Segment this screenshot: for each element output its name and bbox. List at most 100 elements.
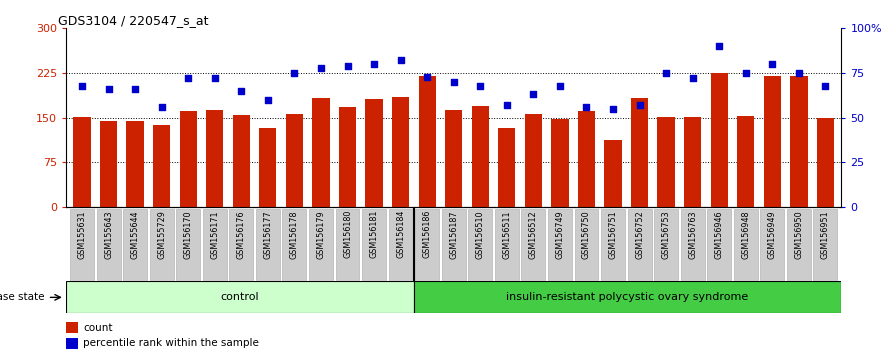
FancyBboxPatch shape (787, 209, 811, 281)
Point (340, 63, 354, 69)
FancyBboxPatch shape (548, 209, 572, 281)
Text: GDS3104 / 220547_s_at: GDS3104 / 220547_s_at (58, 14, 209, 27)
Text: GSM156187: GSM156187 (449, 210, 458, 258)
Bar (285, 114, 303, 207)
Text: GSM156749: GSM156749 (555, 210, 565, 259)
FancyBboxPatch shape (389, 209, 412, 281)
Point (606, 106, 620, 112)
Bar (790, 76, 808, 207)
Point (181, 75, 196, 81)
Text: GSM156950: GSM156950 (795, 210, 803, 259)
Bar (180, 110, 196, 207)
FancyBboxPatch shape (655, 209, 678, 281)
FancyBboxPatch shape (362, 209, 386, 281)
Text: GSM156751: GSM156751 (609, 210, 618, 259)
Text: insulin-resistant polycystic ovary syndrome: insulin-resistant polycystic ovary syndr… (507, 292, 749, 302)
Bar (657, 116, 675, 207)
Text: GSM156511: GSM156511 (502, 210, 511, 258)
Bar (66, 338, 78, 349)
Point (128, 86, 142, 92)
Point (526, 92, 540, 97)
Text: GSM155631: GSM155631 (78, 210, 86, 258)
Bar (366, 99, 382, 207)
FancyBboxPatch shape (601, 209, 625, 281)
Bar (66, 322, 78, 333)
Bar (66, 281, 414, 313)
Bar (471, 106, 489, 207)
Bar (414, 281, 841, 313)
Bar (73, 116, 91, 207)
Bar (418, 76, 436, 207)
FancyBboxPatch shape (255, 209, 280, 281)
FancyBboxPatch shape (681, 209, 705, 281)
Point (287, 70, 301, 76)
Point (685, 75, 700, 81)
Point (739, 70, 753, 76)
Text: GSM156763: GSM156763 (688, 210, 697, 258)
Text: count: count (83, 322, 113, 332)
Point (792, 70, 806, 76)
Point (101, 86, 115, 92)
FancyBboxPatch shape (203, 209, 226, 281)
Point (208, 75, 222, 81)
FancyBboxPatch shape (469, 209, 492, 281)
FancyBboxPatch shape (574, 209, 598, 281)
Point (818, 83, 833, 88)
Point (580, 104, 594, 110)
FancyBboxPatch shape (522, 209, 545, 281)
FancyBboxPatch shape (229, 209, 253, 281)
Text: GSM156512: GSM156512 (529, 210, 538, 259)
Bar (552, 119, 568, 207)
Text: GSM156170: GSM156170 (184, 210, 193, 258)
Point (75, 83, 89, 88)
Bar (233, 115, 250, 207)
Bar (445, 110, 463, 207)
Text: GSM156177: GSM156177 (263, 210, 272, 259)
FancyBboxPatch shape (123, 209, 147, 281)
Text: GSM156949: GSM156949 (768, 210, 777, 259)
Text: percentile rank within the sample: percentile rank within the sample (83, 338, 259, 348)
Point (473, 83, 487, 88)
Point (766, 61, 780, 67)
Point (712, 43, 726, 49)
Text: GSM155729: GSM155729 (157, 210, 167, 259)
FancyBboxPatch shape (734, 209, 758, 281)
FancyBboxPatch shape (283, 209, 307, 281)
Text: GSM155643: GSM155643 (104, 210, 113, 258)
Text: GSM156951: GSM156951 (821, 210, 830, 259)
FancyBboxPatch shape (441, 209, 466, 281)
Point (154, 104, 168, 110)
FancyBboxPatch shape (97, 209, 121, 281)
Text: GSM156510: GSM156510 (476, 210, 485, 258)
Bar (339, 107, 356, 207)
FancyBboxPatch shape (415, 209, 439, 281)
FancyBboxPatch shape (627, 209, 652, 281)
Text: GSM156948: GSM156948 (741, 210, 751, 258)
Point (633, 102, 647, 108)
FancyBboxPatch shape (309, 209, 333, 281)
Bar (153, 125, 170, 207)
Text: GSM156186: GSM156186 (423, 210, 432, 258)
Bar (525, 114, 542, 207)
Text: GSM156178: GSM156178 (290, 210, 299, 258)
FancyBboxPatch shape (176, 209, 200, 281)
FancyBboxPatch shape (495, 209, 519, 281)
Text: GSM156181: GSM156181 (369, 210, 379, 258)
Bar (259, 128, 277, 207)
Bar (100, 121, 117, 207)
Point (447, 79, 461, 85)
FancyBboxPatch shape (813, 209, 837, 281)
Text: GSM156753: GSM156753 (662, 210, 670, 259)
Bar (604, 140, 622, 207)
Bar (711, 73, 728, 207)
FancyBboxPatch shape (336, 209, 359, 281)
Text: disease state: disease state (0, 292, 45, 302)
Text: control: control (220, 292, 259, 302)
Bar (127, 121, 144, 207)
Text: GSM156184: GSM156184 (396, 210, 405, 258)
Bar (313, 98, 329, 207)
Bar (764, 76, 781, 207)
Point (367, 61, 381, 67)
Text: GSM156750: GSM156750 (582, 210, 591, 259)
Point (394, 58, 408, 63)
